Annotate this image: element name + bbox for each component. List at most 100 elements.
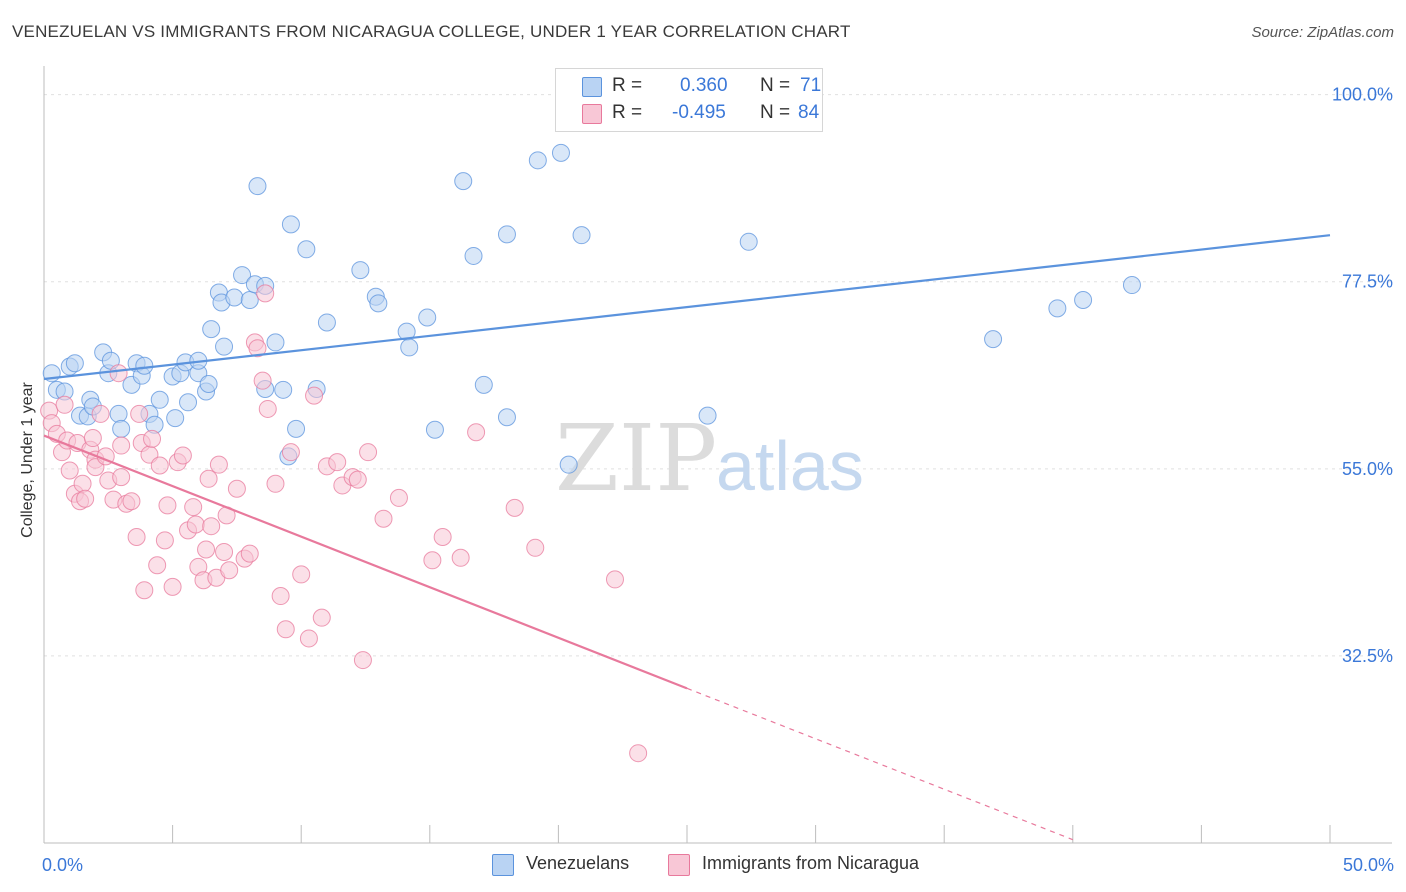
trend-line-extension-1 — [686, 687, 1074, 841]
source-label: Source: ZipAtlas.com — [1251, 24, 1394, 41]
data-point — [150, 390, 169, 409]
data-point — [143, 429, 162, 448]
data-point — [292, 565, 311, 584]
data-point — [240, 291, 259, 310]
data-point — [474, 375, 493, 394]
y-tick-label: 100.0% — [1332, 85, 1393, 105]
data-point — [215, 542, 234, 561]
data-point — [629, 744, 648, 763]
data-point — [374, 509, 393, 528]
data-point — [155, 531, 174, 550]
watermark-atlas: atlas — [716, 427, 864, 505]
data-point — [199, 375, 218, 393]
data-point — [199, 469, 218, 488]
chart-title: VENEZUELAN VS IMMIGRANTS FROM NICARAGUA … — [12, 22, 851, 41]
legend-n-label: N = — [760, 102, 791, 123]
data-point — [248, 177, 267, 196]
data-point — [299, 629, 318, 648]
data-point — [150, 456, 169, 475]
data-point — [130, 404, 149, 423]
legend-r-label: R = — [612, 102, 643, 123]
data-point — [186, 515, 205, 534]
data-point — [348, 470, 367, 489]
data-point — [572, 226, 591, 245]
data-point — [65, 354, 84, 373]
data-point — [202, 320, 221, 339]
bottom-legend-label-venezuelans: Venezuelans — [526, 853, 630, 873]
data-point — [220, 561, 239, 580]
axes — [43, 66, 1392, 844]
data-point — [287, 419, 306, 438]
data-point — [197, 540, 216, 559]
data-point — [179, 393, 198, 412]
data-point — [353, 651, 372, 670]
data-point — [266, 474, 285, 493]
legend-n-label: N = — [760, 75, 791, 96]
data-point — [418, 308, 437, 327]
data-point — [389, 488, 408, 507]
data-point — [305, 386, 324, 405]
data-point — [256, 284, 275, 303]
y-tick-label: 32.5% — [1342, 646, 1393, 666]
data-point — [60, 461, 79, 480]
data-point — [739, 232, 758, 251]
legend-n-value: 71 — [800, 75, 822, 96]
data-point — [91, 404, 110, 423]
trend-lines — [43, 234, 1331, 841]
data-point — [76, 489, 95, 508]
trend-line-1 — [43, 434, 688, 690]
data-point — [317, 313, 336, 332]
data-point — [266, 333, 285, 352]
data-point — [1122, 276, 1141, 295]
data-point — [127, 528, 146, 546]
data-point — [605, 570, 624, 589]
data-point — [112, 436, 131, 455]
data-point — [163, 577, 182, 596]
data-point — [425, 420, 444, 439]
data-point — [526, 538, 545, 557]
data-point — [497, 408, 516, 427]
data-point — [454, 172, 473, 191]
bottom-legend-swatch-nicaragua — [668, 854, 690, 876]
data-point — [135, 581, 154, 600]
data-point — [351, 261, 370, 280]
data-point — [158, 496, 177, 515]
data-point — [328, 453, 347, 472]
trend-line-0 — [43, 234, 1331, 381]
data-point — [464, 246, 483, 265]
data-point — [215, 337, 234, 356]
data-point — [451, 548, 470, 567]
x-tick-label: 0.0% — [42, 855, 83, 875]
data-point — [281, 443, 300, 462]
data-point — [433, 528, 452, 546]
data-point — [258, 399, 277, 418]
bottom-legend-swatch-venezuelans — [492, 854, 514, 876]
watermark-zip: ZIP — [555, 405, 717, 512]
series-nicaragua-points — [40, 284, 648, 763]
stats-legend: R = 0.360 N = 71 R = -0.495 N = 84 — [555, 68, 823, 132]
data-point — [83, 429, 102, 448]
data-point — [297, 240, 316, 259]
watermark: ZIP atlas — [555, 405, 864, 512]
data-point — [240, 544, 259, 563]
data-point — [109, 364, 128, 383]
data-point — [248, 339, 267, 358]
legend-swatch-venezuelans — [582, 77, 602, 97]
data-point — [559, 455, 578, 474]
data-point — [253, 371, 272, 390]
data-point — [467, 423, 486, 442]
data-point — [112, 419, 131, 438]
data-point — [497, 225, 516, 244]
legend-r-label: R = — [612, 75, 643, 96]
data-point — [1048, 299, 1067, 318]
data-point — [202, 517, 221, 536]
data-point — [73, 474, 92, 493]
grid-lines — [44, 94, 1392, 657]
data-point — [528, 151, 547, 170]
data-point — [369, 294, 388, 313]
legend-r-value: 0.360 — [680, 75, 728, 96]
tick-labels: 100.0% 77.5% 55.0% 32.5% 0.0% 50.0% — [42, 85, 1394, 875]
data-point — [109, 404, 128, 423]
data-point — [173, 446, 192, 465]
